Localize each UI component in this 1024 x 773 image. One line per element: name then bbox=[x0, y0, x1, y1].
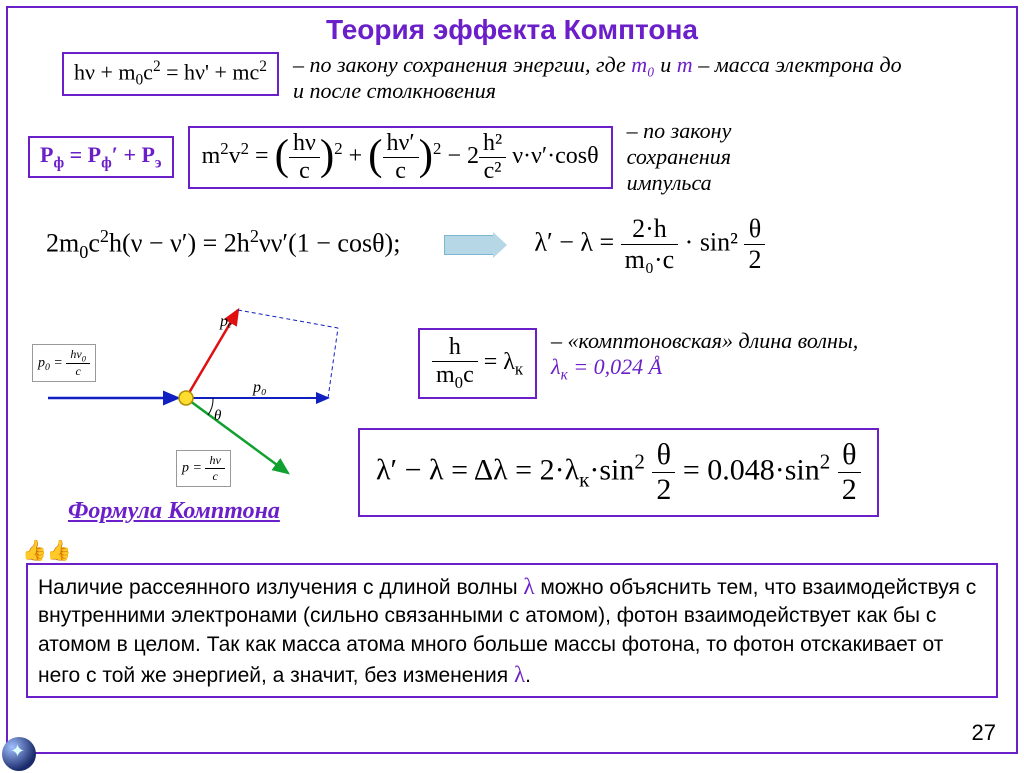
minus: − 2 bbox=[447, 143, 479, 169]
t: h bbox=[432, 334, 478, 362]
m0: m₀ bbox=[631, 52, 655, 77]
eq-momentum-formula: m2v2 = (hνc)2 + (hν′c)2 − 2h²c² ν·ν′·cos… bbox=[188, 126, 613, 189]
svg-text:θ: θ bbox=[214, 408, 222, 424]
scattering-diagram: pₑ p₀ θ p0 = hν0c p = hνc bbox=[38, 298, 378, 498]
b: m₀·c bbox=[621, 245, 679, 275]
row-energy: hν + m0c2 = hν' + mc2 – по закону сохран… bbox=[22, 52, 1002, 104]
thumbs-icon: 👍👍 bbox=[22, 538, 72, 563]
page-title: Теория эффекта Комптона bbox=[8, 14, 1016, 46]
t: θ bbox=[652, 438, 675, 473]
t: hν bbox=[289, 130, 320, 158]
t1: Наличие рассеянного излучения с длиной в… bbox=[38, 576, 523, 599]
page-number: 27 bbox=[972, 720, 996, 746]
plus: + bbox=[349, 143, 369, 169]
row-compton-wl: hm0c = λк – «комптоновская» длина волны,… bbox=[418, 328, 858, 399]
txt: – по закону сохранения энергии, где bbox=[293, 52, 631, 77]
tail: ν·ν′·cosθ bbox=[512, 143, 598, 169]
eq-momentum-desc: – по закону сохранения импульса bbox=[627, 118, 807, 196]
diagram-p0-label: p0 = hν0c bbox=[32, 344, 96, 382]
t3: . bbox=[525, 664, 531, 687]
b: 2 bbox=[744, 245, 765, 275]
lambda2: λ bbox=[514, 662, 525, 687]
eq3-left: 2m0c2h(ν − ν′) = 2h2νν′(1 − cosθ); bbox=[46, 226, 400, 263]
m: m bbox=[677, 52, 693, 77]
eq-compton-desc: – «комптоновская» длина волны, λк = 0,02… bbox=[551, 328, 858, 384]
diagram-p-label: p = hνc bbox=[176, 450, 231, 487]
eq-compton-wl: hm0c = λк bbox=[418, 328, 537, 399]
slide-frame: Теория эффекта Комптона hν + m0c2 = hν' … bbox=[6, 6, 1018, 754]
b: c² bbox=[479, 158, 506, 185]
eq-momentum-label: Pф = Pф′ + Pэ bbox=[28, 136, 174, 178]
t: 2·h bbox=[621, 214, 679, 245]
t: hν′ bbox=[383, 130, 419, 158]
eq3-right: λ′ − λ = 2·hm₀·c · sin² θ2 bbox=[534, 214, 765, 275]
txt: и bbox=[655, 52, 677, 77]
sub: к bbox=[515, 360, 523, 379]
t: θ bbox=[838, 438, 861, 473]
b: m0c bbox=[432, 362, 478, 393]
eq-compton-final: λ′ − λ = Δλ = 2·λк·sin2 θ2 = 0.048·sin2 … bbox=[358, 428, 879, 517]
d: – «комптоновская» длина волны, bbox=[551, 328, 858, 353]
globe-logo-icon bbox=[2, 737, 36, 771]
row-momentum: Pф = Pф′ + Pэ m2v2 = (hνc)2 + (hν′c)2 − … bbox=[22, 118, 1002, 196]
b: c bbox=[383, 158, 419, 185]
b: c bbox=[289, 158, 320, 185]
compton-formula-caption: Формула Комптона bbox=[68, 498, 280, 525]
explanation-text: Наличие рассеянного излучения с длиной в… bbox=[26, 563, 998, 698]
svg-text:pₑ: pₑ bbox=[219, 313, 232, 330]
b: 2 bbox=[838, 473, 861, 507]
eq: = λ bbox=[484, 349, 515, 375]
lambda1: λ bbox=[523, 574, 534, 599]
t: h² bbox=[479, 130, 506, 158]
svg-text:p₀: p₀ bbox=[252, 379, 267, 396]
t: θ bbox=[744, 214, 765, 245]
row-derived: 2m0c2h(ν − ν′) = 2h2νν′(1 − cosθ); λ′ − … bbox=[22, 214, 1002, 275]
b: 2 bbox=[652, 473, 675, 507]
dot: · sin² bbox=[685, 227, 738, 256]
lhs: λ′ − λ = bbox=[534, 227, 620, 256]
arrow-icon bbox=[444, 235, 494, 255]
eq-energy-box: hν + m0c2 = hν' + mc2 bbox=[62, 52, 279, 96]
eq-energy-desc: – по закону сохранения энергии, где m₀ и… bbox=[293, 52, 913, 104]
